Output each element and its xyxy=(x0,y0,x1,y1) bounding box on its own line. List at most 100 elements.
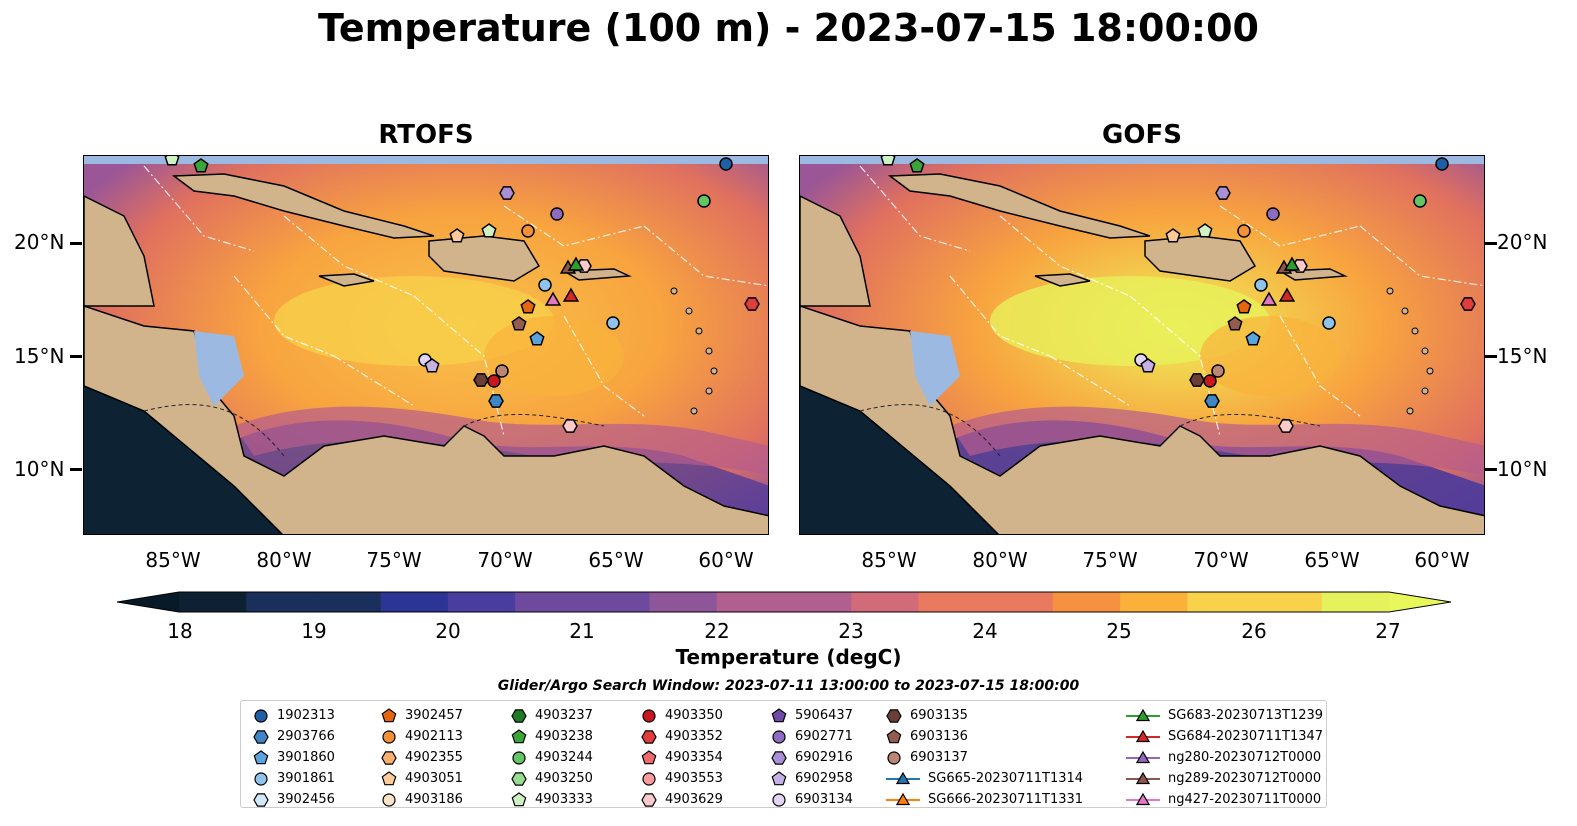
lesser-antilles-island xyxy=(690,407,698,415)
colorbar-segment xyxy=(1187,592,1256,612)
shelf-water xyxy=(194,331,244,406)
eez-boundary-line xyxy=(999,215,1131,297)
colorbar-label: Temperature (degC) xyxy=(675,645,902,669)
lat-label-10n-right: 10°N xyxy=(1497,457,1548,481)
lon-label-80w: 80°W xyxy=(256,548,312,572)
colorbar-segment xyxy=(985,592,1054,612)
cuba-land xyxy=(887,173,1151,239)
warm-eddy xyxy=(484,316,624,396)
marker-sg684 xyxy=(562,287,580,302)
marker-6903135 xyxy=(1189,373,1205,387)
pentagon-marker-icon xyxy=(511,728,527,743)
lesser-antilles-island xyxy=(1411,327,1419,335)
legend-label: 6902958 xyxy=(795,771,853,786)
triangle-marker-icon xyxy=(1126,729,1160,742)
central-south-america-land xyxy=(800,305,1484,534)
eez-boundary-line xyxy=(949,275,1051,357)
legend-item: 4903186 xyxy=(381,789,463,810)
colorbar-segment xyxy=(851,592,920,612)
lon-label-70w: 70°W xyxy=(1193,548,1249,572)
legend-label: 4903244 xyxy=(535,750,593,765)
marker-4903244 xyxy=(1413,194,1427,208)
legend-label: 6903136 xyxy=(910,729,968,744)
pacific-deep-water xyxy=(800,386,998,534)
triangle-marker-icon xyxy=(886,792,920,805)
legend-item: 4903352 xyxy=(641,726,723,747)
triangle-marker-icon xyxy=(1126,750,1160,763)
legend-label: 6903134 xyxy=(795,792,853,807)
eez-boundary-line xyxy=(1129,295,1221,437)
marker-4903629 xyxy=(562,419,578,433)
legend-item: 6903136 xyxy=(886,726,1083,747)
eez-boundary-line xyxy=(563,315,645,417)
legend-item: SG665-20230711T1314 xyxy=(886,768,1083,789)
hexagon-marker-icon xyxy=(511,771,527,786)
legend-item: 4903553 xyxy=(641,768,723,789)
circle-marker-icon xyxy=(642,771,656,786)
cuba-land xyxy=(171,173,435,239)
marker-6902771 xyxy=(550,207,564,221)
legend-item: ng280-20230712T0000 xyxy=(1126,747,1323,768)
colorbar-segment xyxy=(918,592,987,612)
triangle-marker-icon xyxy=(1126,792,1160,805)
marker-6902916 xyxy=(1215,186,1231,200)
legend-item: 4902113 xyxy=(381,726,463,747)
pentagon-marker-icon xyxy=(886,728,902,743)
depth-contour xyxy=(859,404,1321,457)
lesser-antilles-island xyxy=(685,307,693,315)
jamaica-land xyxy=(318,273,375,287)
lon-label-60w: 60°W xyxy=(1414,548,1470,572)
legend-item: 6903135 xyxy=(886,705,1083,726)
pentagon-marker-icon xyxy=(253,749,269,764)
legend-label: 6903137 xyxy=(910,750,968,765)
legend-label: 6902916 xyxy=(795,750,853,765)
legend-label: 4903354 xyxy=(665,750,723,765)
legend-label: ng280-20230712T0000 xyxy=(1168,750,1322,765)
lesser-antilles-island xyxy=(1401,307,1409,315)
legend-column: 1902313 2903766 3901860 3901861 3902456 xyxy=(253,705,335,810)
hexagon-marker-icon xyxy=(641,792,657,807)
legend-label: SG666-20230711T1331 xyxy=(928,792,1084,807)
marker-4903333 xyxy=(880,156,896,166)
lesser-antilles-island xyxy=(1406,407,1414,415)
legend-label: 4903333 xyxy=(535,792,593,807)
colorbar-segment xyxy=(1052,592,1121,612)
legend-label: 3902457 xyxy=(405,708,463,723)
legend-item: 6903134 xyxy=(771,789,853,810)
legend-item: ng289-20230712T0000 xyxy=(1126,768,1323,789)
circle-marker-icon xyxy=(254,708,268,723)
marker-6903135 xyxy=(473,373,489,387)
hexagon-marker-icon xyxy=(511,708,527,723)
legend-item: 6902958 xyxy=(771,768,853,789)
eez-boundary-line xyxy=(859,165,971,252)
pentagon-marker-icon xyxy=(381,707,397,722)
hispaniola-land xyxy=(1144,235,1257,282)
circle-marker-icon xyxy=(642,708,656,723)
marker-3901860 xyxy=(529,331,545,346)
marker-4903238 xyxy=(193,158,209,173)
legend-item: 2903766 xyxy=(253,726,335,747)
lat-tick xyxy=(70,242,82,245)
legend-label: SG665-20230711T1314 xyxy=(928,771,1084,786)
marker-3902457 xyxy=(1236,299,1252,314)
colorbar-tick: 27 xyxy=(1375,619,1401,643)
marker-3901860 xyxy=(1245,331,1261,346)
legend-label: 4903629 xyxy=(665,792,723,807)
colorbar-segment xyxy=(784,592,852,612)
rtofs-map xyxy=(83,155,769,535)
legend-item: 6903137 xyxy=(886,747,1083,768)
lesser-antilles-island xyxy=(695,327,703,335)
legend-item: SG684-20230711T1347 xyxy=(1126,726,1323,747)
legend-item: 3902456 xyxy=(253,789,335,810)
legend-label: ng289-20230712T0000 xyxy=(1168,771,1322,786)
marker-6902771 xyxy=(1266,207,1280,221)
colorbar-tick: 26 xyxy=(1241,619,1267,643)
triangle-marker-icon xyxy=(1126,708,1160,721)
marker-6902916 xyxy=(499,186,515,200)
legend-label: SG684-20230711T1347 xyxy=(1168,729,1324,744)
central-south-america-land xyxy=(84,305,768,534)
lesser-antilles-island xyxy=(705,387,713,395)
lat-tick xyxy=(70,468,82,471)
legend-label: 4903553 xyxy=(665,771,723,786)
legend-label: 3901861 xyxy=(277,771,335,786)
